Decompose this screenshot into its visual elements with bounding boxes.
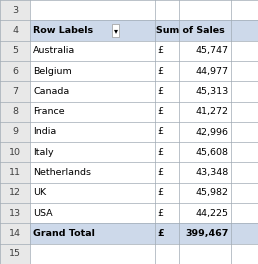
Text: 4: 4 [12, 26, 18, 35]
Bar [0, 41, 30, 61]
Bar [30, 0, 258, 20]
Bar [0, 142, 30, 162]
Text: France: France [33, 107, 65, 116]
Text: £: £ [157, 46, 164, 55]
Text: £: £ [157, 67, 164, 76]
Bar [30, 162, 258, 183]
Text: 43,348: 43,348 [195, 168, 228, 177]
Text: 6: 6 [12, 67, 18, 76]
Bar [0, 122, 30, 142]
Bar [30, 41, 258, 61]
Text: Australia: Australia [33, 46, 75, 55]
Bar [0, 223, 30, 244]
Text: Italy: Italy [33, 148, 54, 157]
Bar [30, 142, 258, 162]
Bar [0, 81, 30, 102]
Text: £: £ [157, 188, 164, 197]
Text: 45,982: 45,982 [195, 188, 228, 197]
Bar [0, 0, 30, 20]
Text: Grand Total: Grand Total [33, 229, 95, 238]
Bar [0, 162, 30, 183]
Text: 12: 12 [9, 188, 21, 197]
Text: 44,225: 44,225 [195, 209, 228, 218]
Text: Netherlands: Netherlands [33, 168, 91, 177]
Bar [0, 61, 30, 81]
Text: 8: 8 [12, 107, 18, 116]
Text: India: India [33, 128, 56, 136]
Text: Row Labels: Row Labels [33, 26, 93, 35]
Bar [30, 122, 258, 142]
Text: 15: 15 [9, 249, 21, 258]
Bar [30, 244, 258, 264]
Text: 45,747: 45,747 [195, 46, 228, 55]
Text: 3: 3 [12, 6, 18, 15]
Text: £: £ [157, 87, 164, 96]
Bar [0, 203, 30, 223]
Bar [30, 183, 258, 203]
Text: £: £ [157, 229, 164, 238]
Text: 9: 9 [12, 128, 18, 136]
Text: Sum of Sales: Sum of Sales [156, 26, 225, 35]
Text: £: £ [157, 168, 164, 177]
Text: UK: UK [33, 188, 46, 197]
Text: £: £ [157, 148, 164, 157]
Bar [30, 203, 258, 223]
Text: £: £ [157, 209, 164, 218]
Text: 41,272: 41,272 [195, 107, 228, 116]
Text: 10: 10 [9, 148, 21, 157]
Bar [0, 183, 30, 203]
Text: 5: 5 [12, 46, 18, 55]
Bar [30, 61, 258, 81]
Bar [30, 20, 258, 41]
Text: Belgium: Belgium [33, 67, 72, 76]
Text: 45,313: 45,313 [195, 87, 228, 96]
Bar [0, 20, 30, 41]
Text: 45,608: 45,608 [195, 148, 228, 157]
Text: 11: 11 [9, 168, 21, 177]
Text: 13: 13 [9, 209, 21, 218]
Text: Canada: Canada [33, 87, 69, 96]
Bar [0, 102, 30, 122]
Text: USA: USA [33, 209, 53, 218]
Text: 7: 7 [12, 87, 18, 96]
Bar [0, 244, 30, 264]
Bar [30, 223, 258, 244]
Bar [30, 102, 258, 122]
Text: 14: 14 [9, 229, 21, 238]
Text: 399,467: 399,467 [185, 229, 228, 238]
Bar [30, 81, 258, 102]
Text: 42,996: 42,996 [195, 128, 228, 136]
Text: £: £ [157, 128, 164, 136]
Text: 44,977: 44,977 [195, 67, 228, 76]
Text: ▾: ▾ [114, 26, 118, 35]
Text: £: £ [157, 107, 164, 116]
